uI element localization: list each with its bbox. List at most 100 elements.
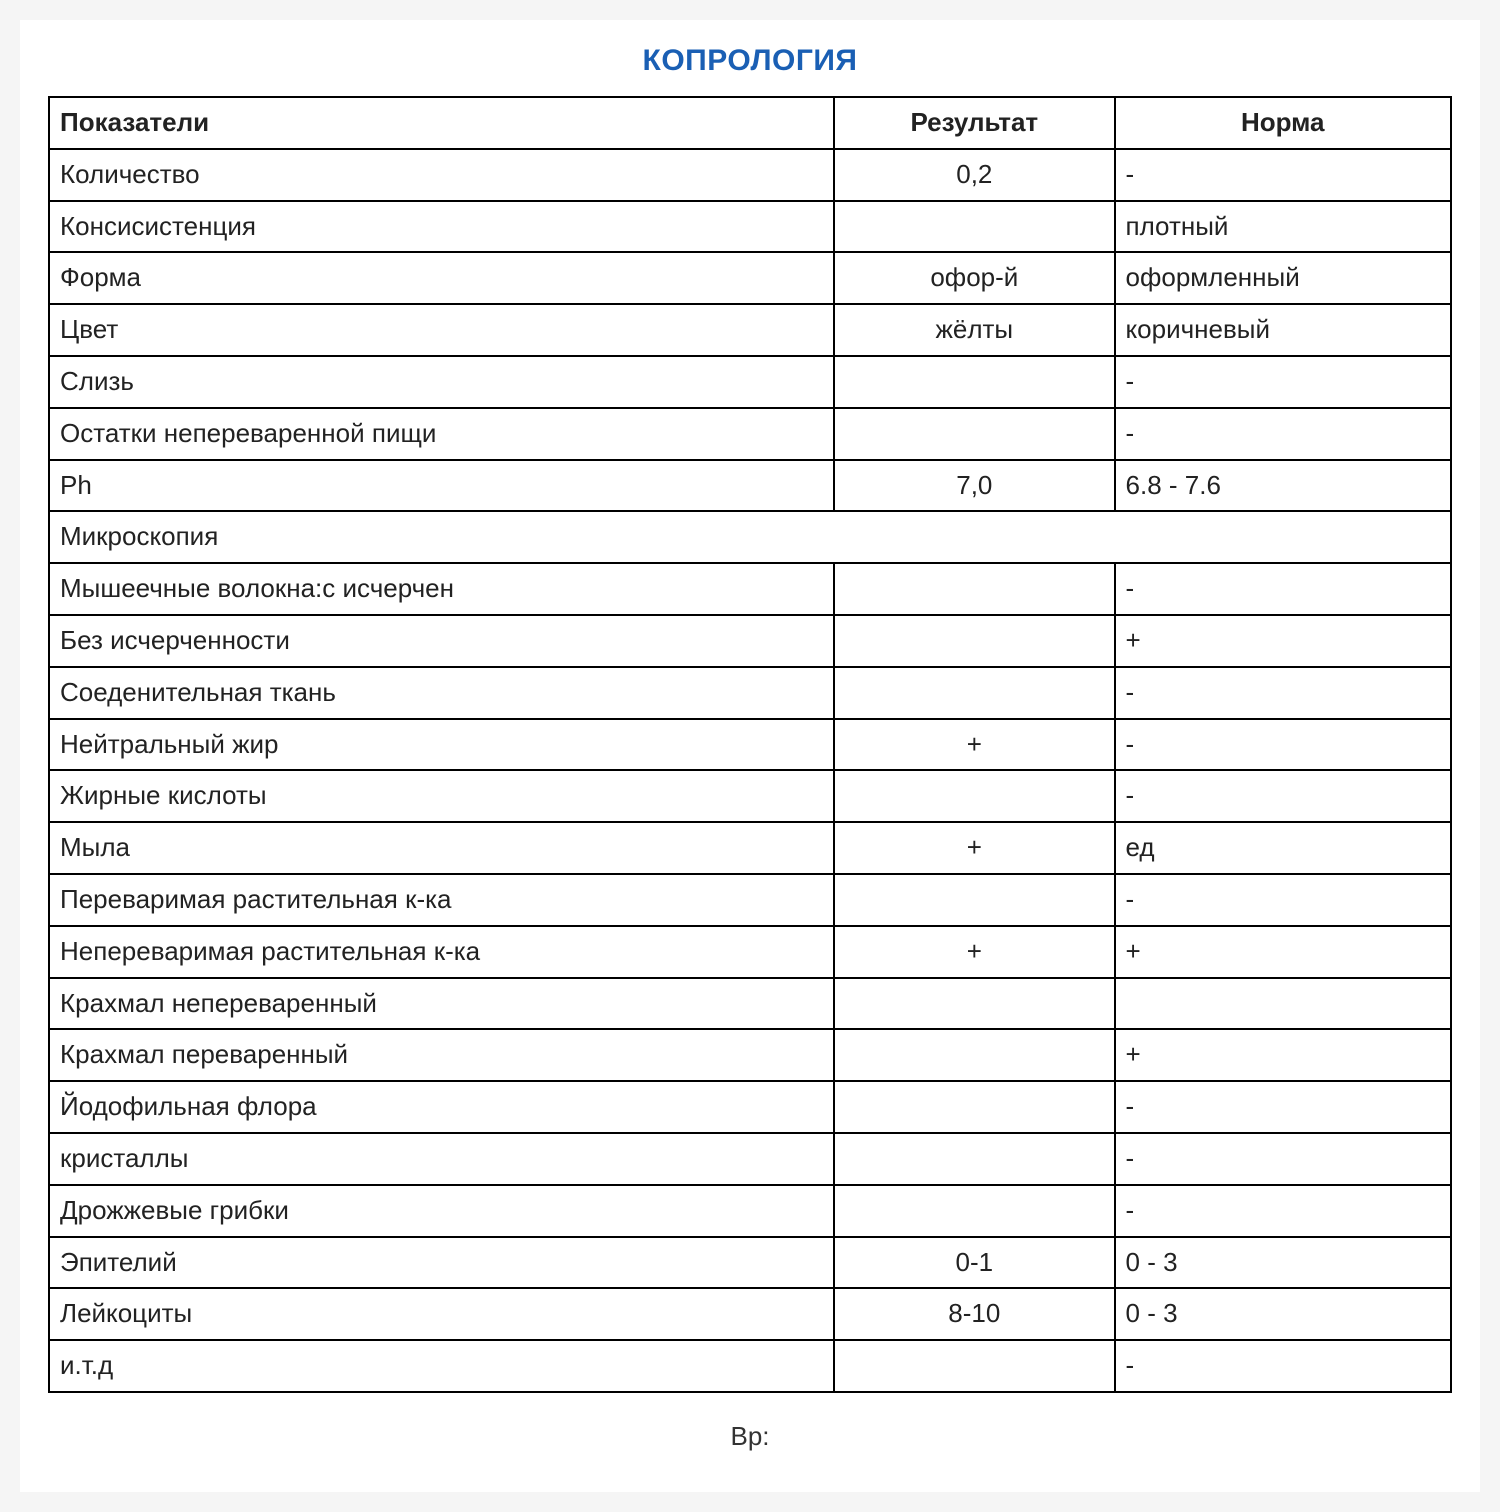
cell-param: Йодофильная флора (49, 1081, 834, 1133)
table-row: и.т.д - (49, 1340, 1451, 1392)
cell-norm: + (1115, 1029, 1451, 1081)
table-row: Микроскопия (49, 511, 1451, 563)
table-row: Мышеечные волокна:с исчерчен - (49, 563, 1451, 615)
table-row: Слизь - (49, 356, 1451, 408)
cell-norm: - (1115, 667, 1451, 719)
cell-result (834, 1185, 1114, 1237)
table-row: Консисистенция плотный (49, 201, 1451, 253)
table-row: Количество0,2- (49, 149, 1451, 201)
col-header-result: Результат (834, 97, 1114, 149)
cell-norm: - (1115, 719, 1451, 771)
cell-norm: - (1115, 1340, 1451, 1392)
cell-result: + (834, 719, 1114, 771)
cell-param: Переваримая растительная к-ка (49, 874, 834, 926)
cell-result (834, 1340, 1114, 1392)
cell-param: Консисистенция (49, 201, 834, 253)
table-row: Жирные кислоты - (49, 770, 1451, 822)
cell-result: офор-й (834, 252, 1114, 304)
cell-norm: - (1115, 149, 1451, 201)
cell-norm: - (1115, 1081, 1451, 1133)
table-row: Остатки непереваренной пищи - (49, 408, 1451, 460)
cell-result (834, 1029, 1114, 1081)
cell-norm: плотный (1115, 201, 1451, 253)
table-body: Количество0,2-КонсисистенцияплотныйФорма… (49, 149, 1451, 1392)
cell-norm: + (1115, 926, 1451, 978)
cell-param: Эпителий (49, 1237, 834, 1289)
cell-param: Слизь (49, 356, 834, 408)
cell-result: 0,2 (834, 149, 1114, 201)
table-row: Переваримая растительная к-ка - (49, 874, 1451, 926)
cell-param: Ph (49, 460, 834, 512)
table-row: кристаллы - (49, 1133, 1451, 1185)
table-row: Цветжёлтыкоричневый (49, 304, 1451, 356)
table-row: Дрожжевые грибки - (49, 1185, 1451, 1237)
cell-param: Микроскопия (49, 511, 1451, 563)
coprology-table: Показатели Результат Норма Количество0,2… (48, 96, 1452, 1393)
cell-param: Дрожжевые грибки (49, 1185, 834, 1237)
cell-param: Лейкоциты (49, 1288, 834, 1340)
cell-param: Нейтральный жир (49, 719, 834, 771)
cell-result: 0-1 (834, 1237, 1114, 1289)
cell-result (834, 563, 1114, 615)
table-row: Мыла+ед (49, 822, 1451, 874)
cell-result: 7,0 (834, 460, 1114, 512)
report-title: КОПРОЛОГИЯ (48, 44, 1452, 78)
col-header-norm: Норма (1115, 97, 1451, 149)
cell-param: Цвет (49, 304, 834, 356)
cell-param: Форма (49, 252, 834, 304)
cell-norm: 0 - 3 (1115, 1288, 1451, 1340)
table-row: Лейкоциты8-100 - 3 (49, 1288, 1451, 1340)
cell-result: жёлты (834, 304, 1114, 356)
cell-norm: - (1115, 408, 1451, 460)
cell-result (834, 356, 1114, 408)
table-row: Крахмал переваренный + (49, 1029, 1451, 1081)
cell-param: и.т.д (49, 1340, 834, 1392)
cell-norm: коричневый (1115, 304, 1451, 356)
cell-norm: - (1115, 356, 1451, 408)
table-row: Формаофор-йоформленный (49, 252, 1451, 304)
cell-result: + (834, 926, 1114, 978)
cell-result (834, 874, 1114, 926)
cell-result (834, 1081, 1114, 1133)
cell-param: Соеденительная ткань (49, 667, 834, 719)
cell-result (834, 408, 1114, 460)
cell-norm: 0 - 3 (1115, 1237, 1451, 1289)
cell-param: Мыла (49, 822, 834, 874)
cell-norm: - (1115, 1185, 1451, 1237)
cell-norm: - (1115, 874, 1451, 926)
table-row: Ph7,06.8 - 7.6 (49, 460, 1451, 512)
cell-param: кристаллы (49, 1133, 834, 1185)
cell-norm (1115, 978, 1451, 1030)
cell-param: Непереваримая растительная к-ка (49, 926, 834, 978)
cell-norm: - (1115, 1133, 1451, 1185)
cell-norm: + (1115, 615, 1451, 667)
cell-param: Количество (49, 149, 834, 201)
table-row: Крахмал непереваренный (49, 978, 1451, 1030)
cell-norm: - (1115, 770, 1451, 822)
cell-result (834, 615, 1114, 667)
cell-norm: 6.8 - 7.6 (1115, 460, 1451, 512)
cell-norm: оформленный (1115, 252, 1451, 304)
table-head: Показатели Результат Норма (49, 97, 1451, 149)
table-row: Эпителий0-10 - 3 (49, 1237, 1451, 1289)
cell-param: Мышеечные волокна:с исчерчен (49, 563, 834, 615)
cell-norm: - (1115, 563, 1451, 615)
cell-result (834, 1133, 1114, 1185)
cell-result (834, 667, 1114, 719)
cell-result: + (834, 822, 1114, 874)
cell-result: 8-10 (834, 1288, 1114, 1340)
cell-result (834, 770, 1114, 822)
table-row: Непереваримая растительная к-ка++ (49, 926, 1451, 978)
cell-param: Остатки непереваренной пищи (49, 408, 834, 460)
cell-param: Без исчерченности (49, 615, 834, 667)
cell-norm: ед (1115, 822, 1451, 874)
table-row: Соеденительная ткань - (49, 667, 1451, 719)
cell-param: Крахмал переваренный (49, 1029, 834, 1081)
col-header-param: Показатели (49, 97, 834, 149)
table-row: Йодофильная флора - (49, 1081, 1451, 1133)
cell-result (834, 978, 1114, 1030)
table-row: Без исчерченности + (49, 615, 1451, 667)
table-row: Нейтральный жир+- (49, 719, 1451, 771)
cell-result (834, 201, 1114, 253)
cell-param: Жирные кислоты (49, 770, 834, 822)
